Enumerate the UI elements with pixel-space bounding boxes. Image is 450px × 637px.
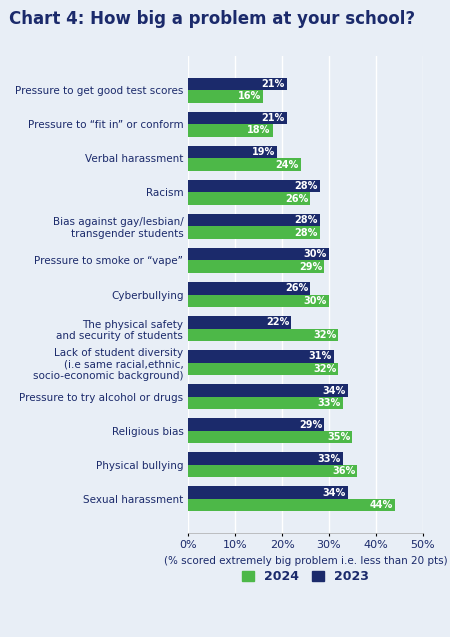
Text: 21%: 21% <box>261 79 285 89</box>
Bar <box>188 384 348 397</box>
Text: 21%: 21% <box>261 113 285 123</box>
Bar <box>188 350 333 362</box>
Text: 34%: 34% <box>323 385 346 396</box>
Text: Chart 4: How big a problem at your school?: Chart 4: How big a problem at your schoo… <box>9 10 415 27</box>
Text: 26%: 26% <box>285 283 308 294</box>
Text: 32%: 32% <box>313 330 337 340</box>
Text: 28%: 28% <box>294 182 318 191</box>
Bar <box>188 248 329 261</box>
Bar <box>188 159 301 171</box>
Bar <box>188 487 348 499</box>
Text: 29%: 29% <box>299 420 322 429</box>
Bar <box>188 146 277 159</box>
Text: 34%: 34% <box>323 487 346 497</box>
Text: 31%: 31% <box>308 352 332 361</box>
Text: 32%: 32% <box>313 364 337 374</box>
Text: 35%: 35% <box>327 432 351 442</box>
Text: 16%: 16% <box>238 92 261 101</box>
Bar <box>188 226 320 239</box>
Text: 44%: 44% <box>369 500 393 510</box>
Bar <box>188 317 292 329</box>
Text: 19%: 19% <box>252 147 275 157</box>
Bar <box>188 90 263 103</box>
Text: 33%: 33% <box>318 454 341 464</box>
Bar <box>188 431 352 443</box>
Text: 36%: 36% <box>332 466 355 476</box>
Legend: 2024, 2023: 2024, 2023 <box>237 565 374 589</box>
Text: 22%: 22% <box>266 317 289 327</box>
X-axis label: (% scored extremely big problem i.e. less than 20 pts): (% scored extremely big problem i.e. les… <box>164 556 447 566</box>
Text: 28%: 28% <box>294 227 318 238</box>
Bar <box>188 397 343 409</box>
Bar <box>188 78 287 90</box>
Bar <box>188 214 320 226</box>
Bar <box>188 261 324 273</box>
Bar <box>188 452 343 465</box>
Bar <box>188 465 357 477</box>
Text: 26%: 26% <box>285 194 308 204</box>
Text: 33%: 33% <box>318 397 341 408</box>
Text: 30%: 30% <box>304 296 327 306</box>
Bar <box>188 294 329 307</box>
Text: 29%: 29% <box>299 262 322 271</box>
Bar <box>188 124 273 136</box>
Bar <box>188 192 310 204</box>
Bar <box>188 419 324 431</box>
Text: 24%: 24% <box>276 159 299 169</box>
Bar <box>188 362 338 375</box>
Bar <box>188 112 287 124</box>
Text: 28%: 28% <box>294 215 318 225</box>
Text: 18%: 18% <box>248 125 271 136</box>
Bar <box>188 180 320 192</box>
Bar <box>188 329 338 341</box>
Text: 30%: 30% <box>304 249 327 259</box>
Bar <box>188 499 395 511</box>
Bar <box>188 282 310 294</box>
